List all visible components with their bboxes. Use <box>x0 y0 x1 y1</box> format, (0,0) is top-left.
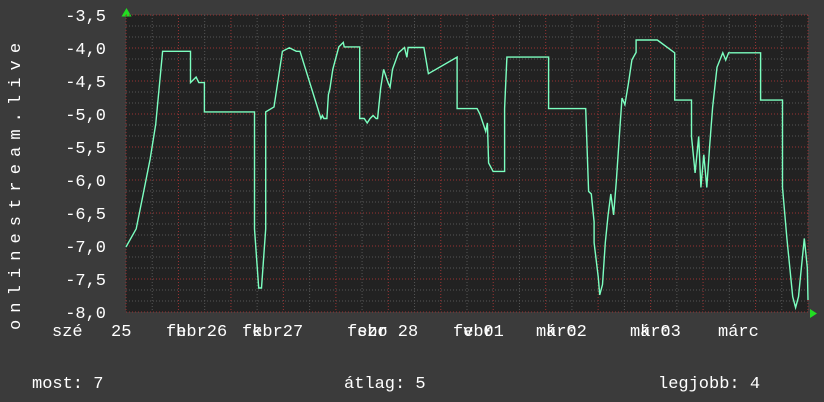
svg-text:most: 7: most: 7 <box>32 375 103 394</box>
svg-text:-5,0: -5,0 <box>65 107 106 126</box>
svg-text:-7,0: -7,0 <box>65 239 106 258</box>
svg-text:h: h <box>176 323 186 342</box>
svg-text:-4,0: -4,0 <box>65 41 106 60</box>
svg-text:-4,5: -4,5 <box>65 74 106 93</box>
svg-text:márc: márc <box>718 323 759 342</box>
svg-text:átlag: 5: átlag: 5 <box>344 375 426 394</box>
svg-text:-5,5: -5,5 <box>65 140 106 159</box>
svg-text:-6,0: -6,0 <box>65 173 106 192</box>
svg-text:szé: szé <box>52 323 83 342</box>
svg-text:-8,0: -8,0 <box>65 305 106 324</box>
svg-text:-3,5: -3,5 <box>65 8 106 27</box>
svg-text:k 02: k 02 <box>546 323 587 342</box>
svg-text:legjobb: 4: legjobb: 4 <box>658 375 760 394</box>
svg-text:k 03: k 03 <box>640 323 681 342</box>
svg-text:-7,5: -7,5 <box>65 272 106 291</box>
svg-text:v 01: v 01 <box>463 323 504 342</box>
svg-text:25: 25 <box>111 323 131 342</box>
svg-text:onlinestream.live: onlinestream.live <box>7 36 26 330</box>
svg-text:k: k <box>252 323 262 342</box>
svg-text:-6,5: -6,5 <box>65 206 106 225</box>
svg-text:szo 28: szo 28 <box>357 323 418 342</box>
